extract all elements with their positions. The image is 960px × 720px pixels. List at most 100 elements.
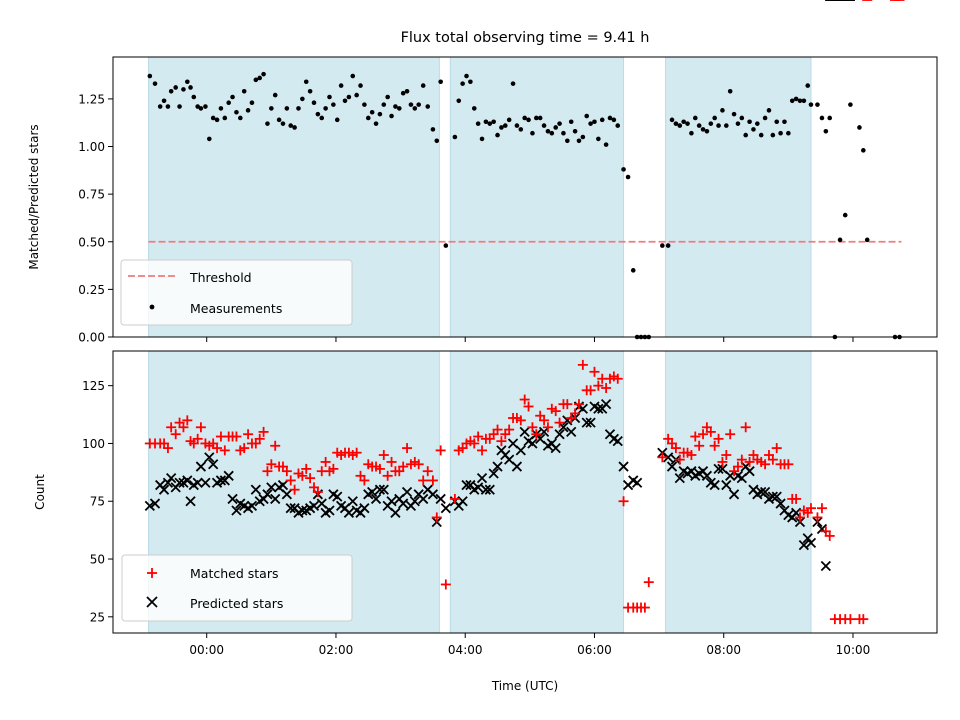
measurement-point (696, 123, 702, 128)
matched-point (492, 424, 503, 435)
matched-point (845, 614, 856, 625)
predicted-point (484, 484, 495, 495)
measurement-point (537, 115, 543, 121)
measurement-point (592, 119, 597, 125)
matched-point (771, 443, 782, 454)
measurement-point (443, 243, 449, 248)
matched-point (618, 496, 629, 507)
matched-point (305, 473, 316, 484)
measurement-point (580, 134, 586, 140)
measurement-point (157, 104, 163, 109)
matched-point (473, 431, 484, 442)
matched-point (449, 493, 460, 504)
matched-point (550, 406, 561, 417)
predicted-point (802, 533, 813, 544)
matched-point (413, 459, 424, 470)
predicted-point (208, 459, 219, 470)
matched-point (542, 422, 553, 433)
measurement-point (673, 121, 679, 126)
top-legend: Threshold Measurements (120, 259, 353, 326)
matched-point (254, 433, 265, 444)
measurement-point (499, 125, 504, 130)
matched-point (351, 447, 362, 458)
measurement-point (681, 119, 686, 125)
matched-point (328, 463, 339, 474)
predicted-point (515, 445, 526, 456)
measurement-point (416, 102, 421, 107)
measurement-point (342, 98, 348, 104)
measurement-point (700, 127, 706, 132)
predicted-point (390, 507, 401, 518)
matched-point (812, 512, 823, 523)
predicted-point (666, 461, 678, 472)
predicted-point (798, 540, 810, 551)
matched-point (301, 463, 312, 474)
measurement-point (630, 268, 636, 273)
measurement-point (758, 132, 764, 138)
matched-point (431, 512, 442, 523)
measurement-point (362, 102, 367, 107)
matched-point (422, 466, 433, 477)
predicted-point (200, 477, 211, 488)
predicted-point (674, 472, 685, 484)
predicted-point (612, 436, 623, 447)
predicted-point (418, 493, 429, 505)
measurement-point (218, 106, 224, 111)
measurement-point (599, 117, 605, 123)
measurement-point (206, 136, 212, 142)
measurement-point (430, 127, 436, 132)
measurement-point (837, 237, 843, 243)
x-tick-label: 06:00 (577, 643, 612, 657)
measurement-point (177, 104, 182, 109)
predicted-point (401, 486, 413, 498)
predicted-point (492, 461, 503, 472)
matched-point (212, 443, 223, 454)
measurement-point (400, 90, 406, 96)
matched-point (402, 443, 413, 454)
predicted-point (158, 484, 170, 495)
measurement-point (774, 119, 780, 125)
measurement-point (404, 88, 410, 94)
measurement-point (350, 73, 356, 79)
measurement-point (857, 125, 862, 130)
observing-windows-bottom (148, 350, 812, 634)
matched-point (573, 399, 584, 410)
matched-point (794, 512, 805, 523)
measurement-point (611, 117, 617, 123)
measurement-point (464, 73, 469, 79)
matched-legend-swatch (147, 568, 157, 578)
measurement-point (510, 81, 516, 86)
matched-point (585, 385, 596, 396)
measurement-point (269, 106, 274, 111)
measurement-point (460, 81, 465, 86)
measurement-point (165, 104, 171, 109)
matched-point (612, 373, 623, 384)
y-tick-label: 50 (90, 553, 105, 567)
measurement-point (801, 98, 807, 104)
measurement-point (412, 106, 418, 111)
measurement-point (389, 113, 394, 119)
matched-point (694, 440, 705, 451)
measurement-point (214, 117, 220, 123)
predicted-point (461, 479, 472, 491)
predicted-point (554, 429, 565, 440)
measurement-point (381, 102, 387, 107)
measurement-point (168, 88, 174, 94)
measurement-point (778, 130, 783, 136)
measurement-point (677, 123, 683, 128)
matched-point (469, 438, 480, 449)
measurement-point (261, 71, 266, 77)
predicted-point (215, 475, 227, 486)
matched-point (744, 456, 755, 467)
bottom-legend: Matched stars Predicted stars (121, 554, 353, 622)
measurement-point (526, 117, 531, 123)
measurement-point (479, 136, 485, 142)
predicted-point (581, 417, 592, 428)
matched-point (418, 475, 429, 486)
matched-point (732, 461, 743, 472)
predicted-point (149, 498, 161, 509)
predicted-point (440, 503, 451, 514)
measurement-point (743, 132, 749, 138)
observing-window-3 (665, 56, 812, 338)
matched-point (577, 359, 588, 370)
